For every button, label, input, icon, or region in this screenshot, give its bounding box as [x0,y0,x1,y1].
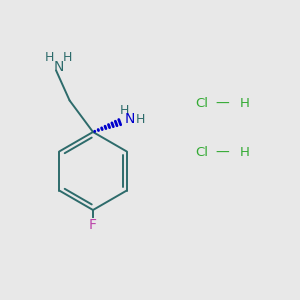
Text: —: — [216,97,230,110]
Text: H: H [45,51,54,64]
Text: H: H [63,51,72,64]
Text: Cl: Cl [195,146,208,160]
Text: F: F [89,218,97,232]
Text: H: H [135,112,145,126]
Text: H: H [240,146,250,160]
Text: H: H [120,103,129,117]
Text: Cl: Cl [195,97,208,110]
Text: N: N [125,112,135,126]
Text: N: N [53,60,64,74]
Text: H: H [240,97,250,110]
Text: —: — [216,146,230,160]
